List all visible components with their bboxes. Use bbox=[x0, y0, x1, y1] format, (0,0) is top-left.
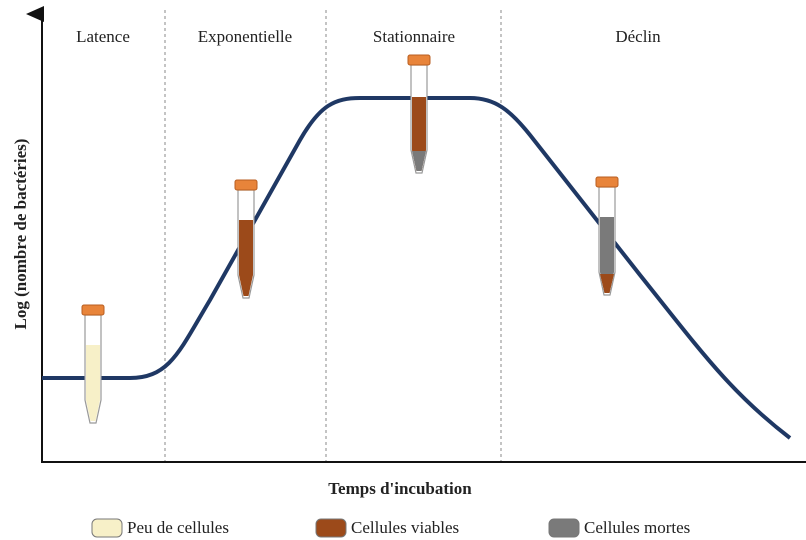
tube bbox=[235, 180, 257, 298]
diagram: Latence Exponentielle Stationnaire Décli… bbox=[0, 0, 806, 540]
phase-label: Latence bbox=[76, 27, 130, 46]
y-axis-label: Log (nombre de bactéries) bbox=[11, 139, 30, 330]
tube bbox=[596, 177, 618, 295]
tube bbox=[408, 55, 430, 173]
legend-label: Peu de cellules bbox=[127, 518, 229, 537]
phase-label: Déclin bbox=[615, 27, 661, 46]
legend-label: Cellules viables bbox=[351, 518, 459, 537]
x-axis-label: Temps d'incubation bbox=[328, 479, 472, 498]
phase-label: Stationnaire bbox=[373, 27, 455, 46]
legend-label: Cellules mortes bbox=[584, 518, 690, 537]
legend-swatch bbox=[316, 519, 346, 537]
legend-swatch bbox=[549, 519, 579, 537]
tube bbox=[82, 305, 104, 423]
legend-swatch bbox=[92, 519, 122, 537]
phase-label: Exponentielle bbox=[198, 27, 292, 46]
